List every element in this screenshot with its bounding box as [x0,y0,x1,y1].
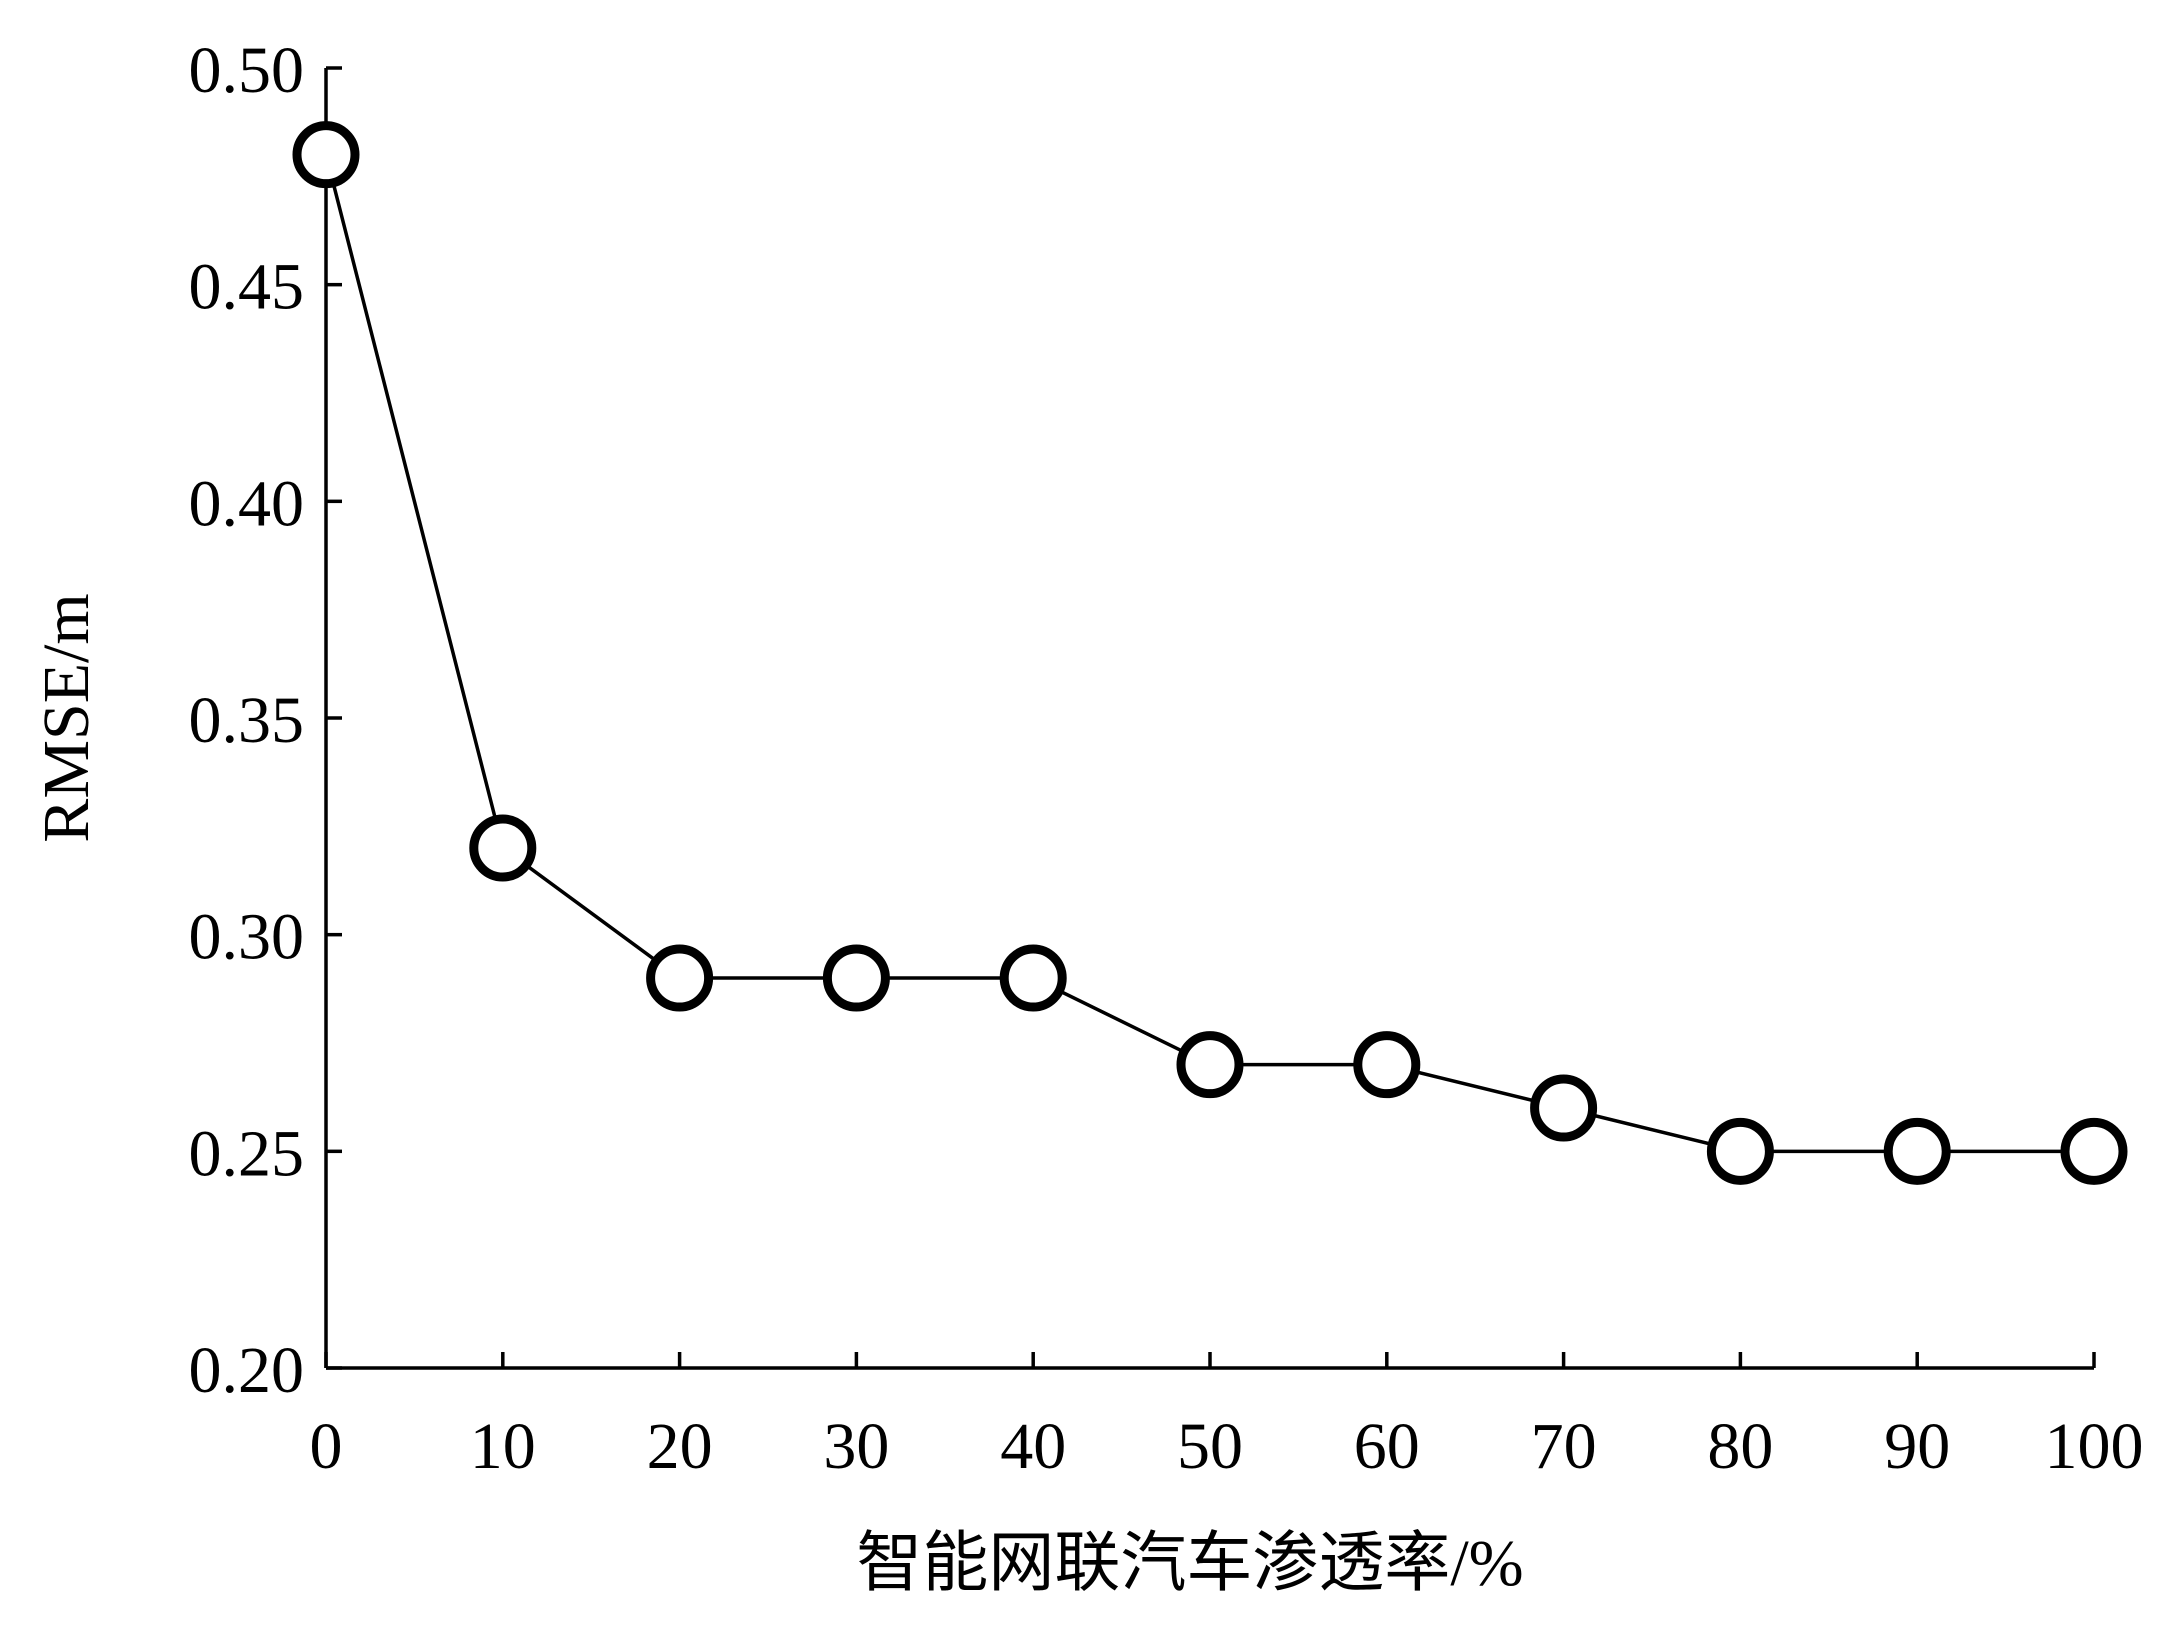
data-point [1530,1074,1598,1142]
y-tick-label: 0.45 [189,251,305,324]
axes [324,68,2094,1370]
x-axis-title: 智能网联汽车渗透率/% [856,1527,1523,1600]
data-point [1176,1031,1244,1099]
y-tick-label: 0.40 [189,467,305,540]
data-point [1353,1031,1421,1099]
x-tick-label: 40 [1000,1410,1066,1483]
y-axis-title: RMSE/m [30,593,103,842]
x-tick-label: 90 [1884,1410,1950,1483]
x-tick-label: 30 [823,1410,889,1483]
data-point [1883,1117,1951,1185]
data-point [646,944,714,1012]
x-tick-label: 50 [1177,1410,1243,1483]
series [292,121,2128,1185]
y-ticks: 0.20 0.25 0.30 0.35 0.40 0.45 0.50 [189,34,342,1407]
y-tick-label: 0.50 [189,34,305,107]
x-tick-label: 100 [2045,1410,2144,1483]
x-tick-label: 10 [470,1410,536,1483]
x-tick-label: 0 [310,1410,343,1483]
x-tick-label: 20 [647,1410,713,1483]
data-point [2060,1117,2128,1185]
x-tick-label: 80 [1707,1410,1773,1483]
y-tick-label: 0.25 [189,1117,305,1190]
series-line [324,154,2094,1154]
x-tick-label: 60 [1354,1410,1420,1483]
data-point [469,814,537,882]
x-ticks: 0 10 20 30 40 50 60 70 80 90 100 [310,1352,2144,1483]
data-point [1706,1117,1774,1185]
data-point [999,944,1067,1012]
data-point [822,944,890,1012]
y-tick-label: 0.35 [189,684,305,757]
data-point [292,121,360,189]
y-tick-label: 0.20 [189,1334,305,1407]
x-tick-label: 70 [1531,1410,1597,1483]
y-tick-label: 0.30 [189,901,305,974]
